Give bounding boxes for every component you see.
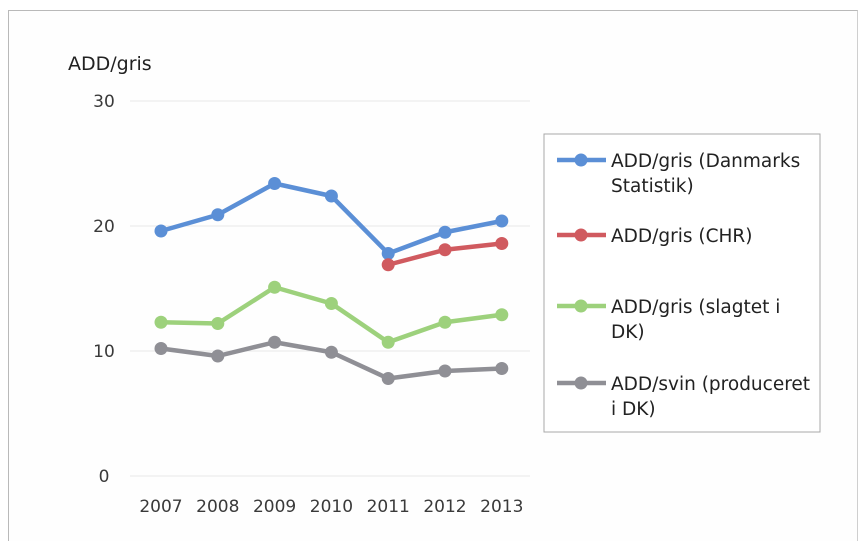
data-point bbox=[438, 225, 452, 239]
x-tick-label: 2008 bbox=[196, 497, 239, 517]
gridlines bbox=[130, 100, 530, 477]
data-point bbox=[381, 247, 395, 260]
data-point bbox=[211, 317, 225, 330]
data-point bbox=[211, 208, 225, 222]
data-point bbox=[268, 177, 282, 190]
x-tick-label: 2011 bbox=[367, 497, 410, 517]
legend-label: Statistik) bbox=[611, 176, 694, 197]
data-point bbox=[438, 243, 452, 257]
x-tick-label: 2013 bbox=[480, 497, 523, 517]
legend-swatch-marker bbox=[574, 228, 588, 242]
y-axis-label: ADD/gris bbox=[68, 53, 152, 75]
x-axis-ticks: 2007 2008 2009 2010 2011 2012 2013 bbox=[139, 497, 523, 517]
data-point bbox=[154, 315, 168, 329]
legend-swatch-marker bbox=[574, 376, 588, 390]
legend-label: ADD/gris (slagtet i bbox=[611, 297, 780, 318]
data-point bbox=[324, 297, 338, 310]
y-tick-label: 30 bbox=[93, 92, 115, 112]
data-point bbox=[154, 342, 168, 355]
legend-label: ADD/gris (CHR) bbox=[611, 226, 753, 247]
data-point bbox=[381, 335, 395, 349]
legend-label: ADD/svin (produceret bbox=[611, 374, 810, 395]
y-tick-label: 20 bbox=[93, 217, 115, 237]
legend: ADD/gris (Danmarks Statistik) ADD/gris (CH… bbox=[543, 133, 821, 433]
data-point bbox=[381, 372, 395, 385]
data-point bbox=[495, 308, 509, 322]
series-points bbox=[154, 177, 509, 385]
x-tick-label: 2012 bbox=[423, 497, 466, 517]
data-point bbox=[268, 280, 282, 294]
legend-label: i DK) bbox=[611, 399, 656, 420]
legend-swatch-marker bbox=[574, 153, 588, 167]
y-tick-label: 10 bbox=[93, 342, 115, 362]
data-point bbox=[495, 214, 509, 228]
data-point bbox=[438, 315, 452, 329]
data-point bbox=[438, 364, 452, 378]
x-tick-label: 2009 bbox=[253, 497, 296, 517]
legend-label: DK) bbox=[611, 322, 645, 343]
data-point bbox=[381, 258, 395, 272]
data-point bbox=[154, 224, 168, 238]
series-line-2 bbox=[158, 285, 505, 345]
y-tick-label: 0 bbox=[99, 467, 110, 487]
data-point bbox=[324, 345, 338, 359]
data-point bbox=[268, 335, 282, 349]
data-point bbox=[495, 237, 509, 250]
data-point bbox=[211, 349, 225, 363]
x-tick-label: 2007 bbox=[139, 497, 182, 517]
legend-label: ADD/gris (Danmarks bbox=[611, 151, 800, 172]
y-axis-ticks: 0 10 20 30 bbox=[93, 92, 115, 487]
x-tick-label: 2010 bbox=[310, 497, 353, 517]
data-point bbox=[495, 362, 509, 375]
legend-swatch-marker bbox=[574, 299, 588, 313]
data-point bbox=[324, 189, 338, 203]
